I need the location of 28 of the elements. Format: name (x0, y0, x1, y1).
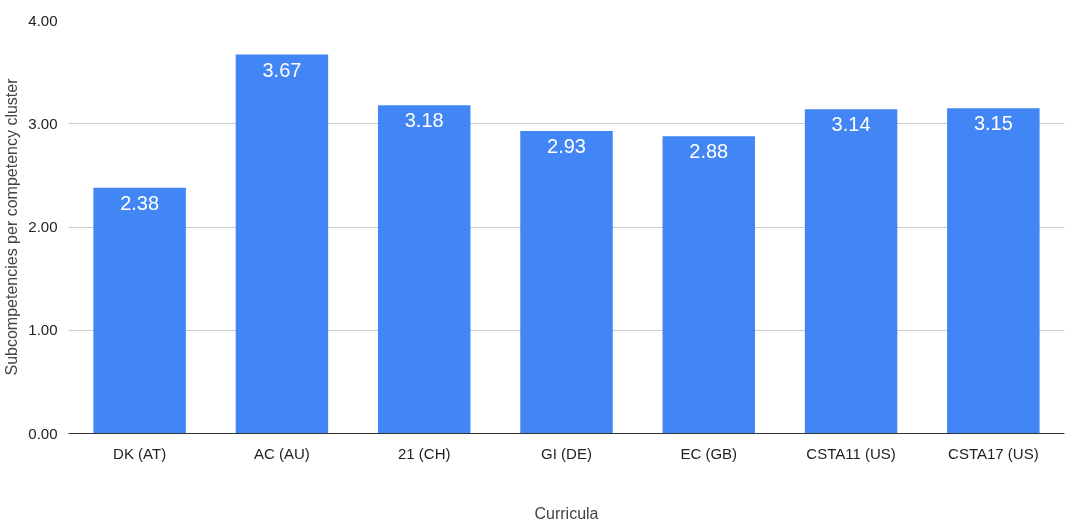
x-tick-label: CSTA17 (US) (948, 444, 1039, 462)
x-tick-label: 21 (CH) (397, 444, 451, 462)
y-tick-label: 3.00 (28, 114, 58, 132)
bar (520, 130, 613, 434)
data-label: 3.14 (831, 113, 871, 136)
bar (662, 136, 756, 434)
bar (804, 109, 898, 434)
bar (377, 105, 471, 434)
y-tick-label: 1.00 (28, 321, 58, 339)
bar (235, 54, 329, 434)
x-tick-label: AC (AU) (254, 444, 310, 462)
data-label: 3.15 (973, 112, 1013, 135)
y-tick-label: 4.00 (28, 11, 58, 29)
x-tick-label: DK (AT) (113, 444, 167, 462)
bar (947, 108, 1040, 434)
data-label: 3.67 (262, 58, 302, 81)
y-tick-label: 0.00 (28, 424, 58, 442)
data-label: 2.38 (120, 191, 160, 214)
x-tick-label: CSTA11 (US) (806, 444, 896, 462)
x-tick-label: GI (DE) (541, 444, 592, 462)
x-axis-title: Curricula (534, 504, 599, 522)
y-tick-label: 2.00 (28, 218, 58, 235)
data-label: 3.18 (404, 109, 444, 132)
data-label: 2.88 (689, 140, 729, 163)
data-label: 2.93 (547, 134, 586, 157)
bar (93, 187, 186, 434)
y-axis-title: Subcompetencies per competency cluster (3, 77, 21, 376)
x-tick-label: EC (GB) (680, 444, 738, 462)
